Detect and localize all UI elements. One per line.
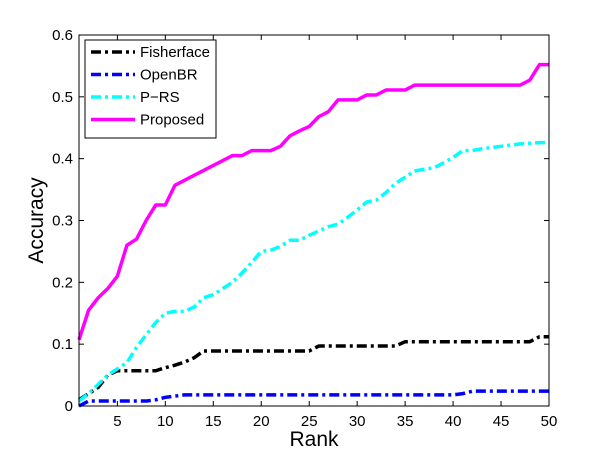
series-line-openbr <box>78 389 549 408</box>
x-tick-label: 50 <box>541 413 558 430</box>
y-tick-label: 0.4 <box>52 151 73 168</box>
y-tick-label: 0.5 <box>52 89 73 106</box>
y-axis-title: Accuracy <box>25 177 48 264</box>
x-tick-label: 10 <box>157 413 174 430</box>
legend-box <box>84 39 217 139</box>
y-tick-label: 0 <box>65 398 73 415</box>
x-tick-label: 30 <box>349 413 366 430</box>
series-line-proposed <box>77 62 549 341</box>
legend-label: Fisherface <box>140 44 210 61</box>
series-line-p-rs <box>77 140 549 403</box>
x-tick-label: 40 <box>445 413 462 430</box>
series-layer <box>77 62 549 408</box>
x-tick-label: 15 <box>205 413 222 430</box>
legend-label: OpenBR <box>140 67 198 84</box>
x-tick-label: 20 <box>253 413 270 430</box>
legend-label: Proposed <box>140 112 204 129</box>
x-tick-label: 25 <box>301 413 318 430</box>
legend-label: P−RS <box>140 89 180 106</box>
x-tick-label: 35 <box>397 413 414 430</box>
y-tick-label: 0.3 <box>52 213 73 230</box>
legend: Fisherface OpenBR P−RS Proposed <box>84 39 217 139</box>
x-axis-title: Rank <box>289 428 339 451</box>
axes: 5 10 15 20 25 30 35 40 45 50 0 0.1 0.2 0.3 0.4 0.5 0.6 <box>52 27 557 430</box>
y-tick-label: 0.2 <box>52 274 73 291</box>
y-tick-label: 0.1 <box>52 336 73 353</box>
x-tick-label: 5 <box>113 413 121 430</box>
x-tick-label: 45 <box>493 413 510 430</box>
y-tick-label: 0.6 <box>52 27 73 44</box>
